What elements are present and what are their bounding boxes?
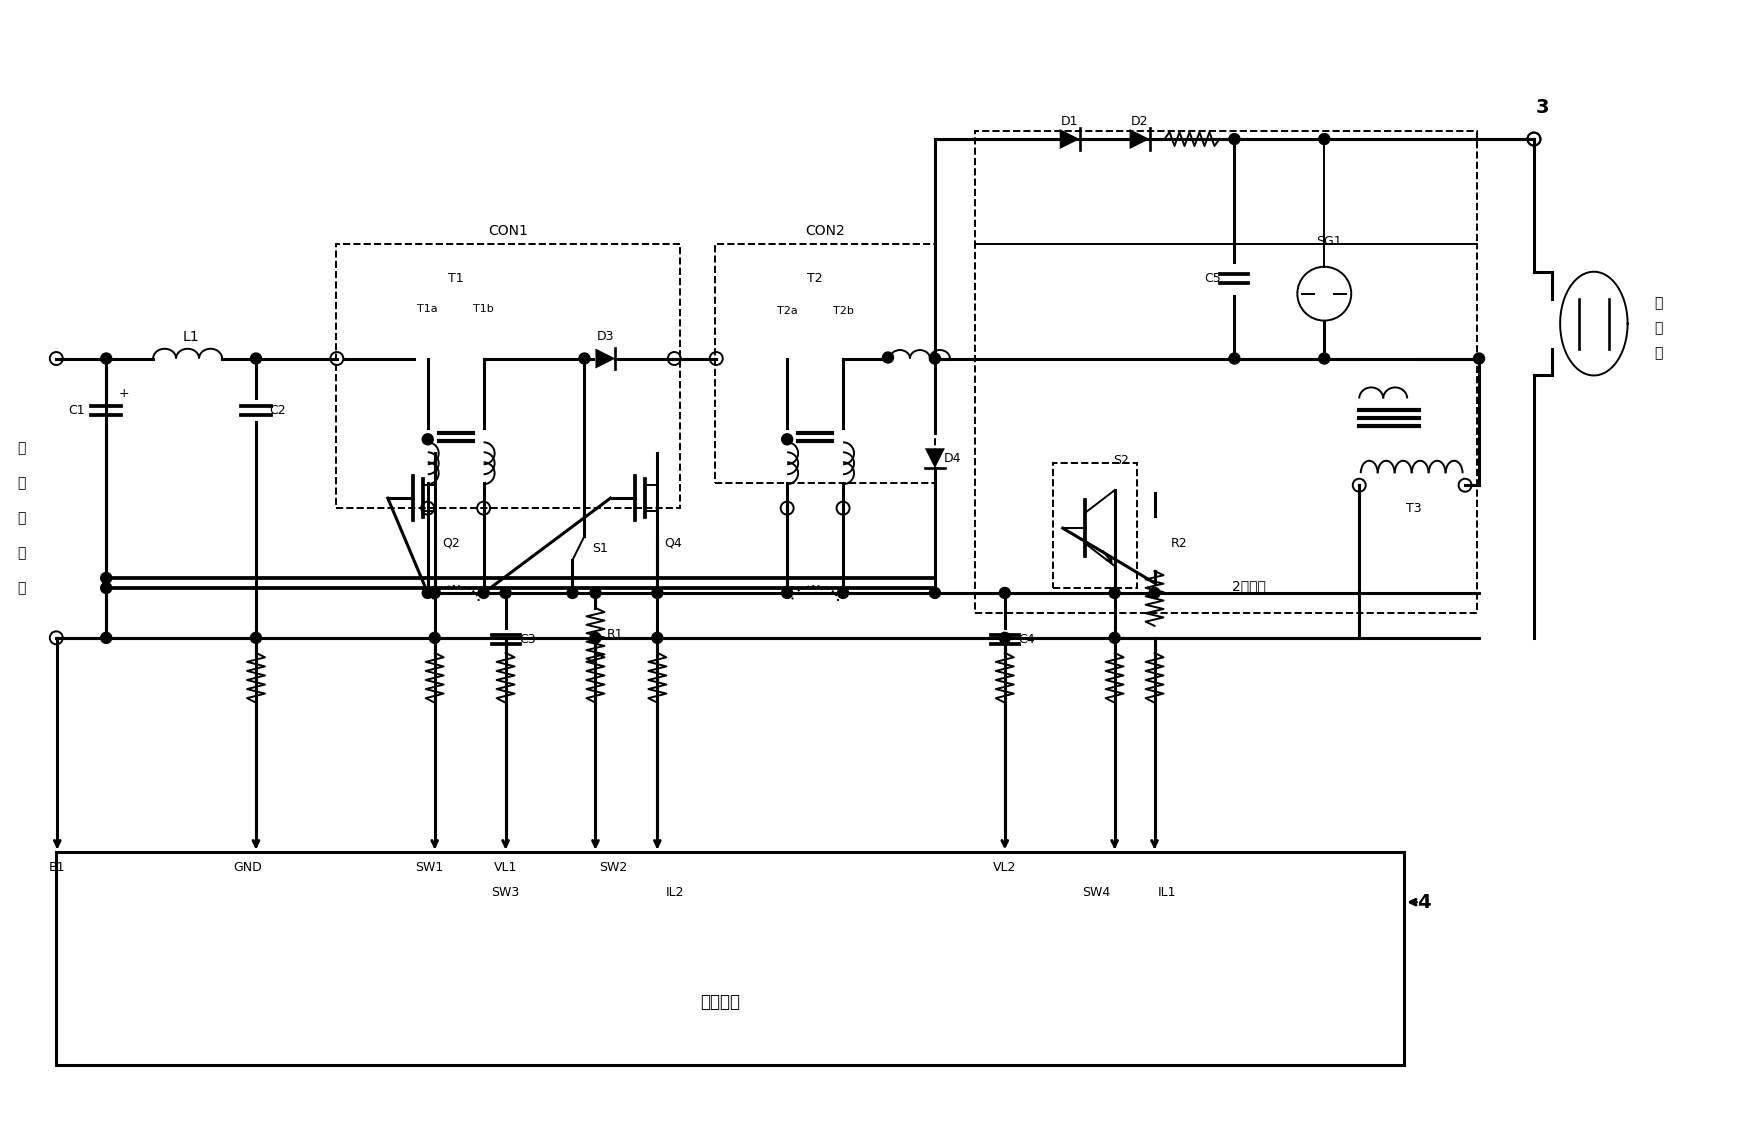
Text: T1a: T1a	[416, 304, 437, 314]
Text: SG1: SG1	[1316, 236, 1341, 248]
Circle shape	[1228, 133, 1239, 145]
Polygon shape	[924, 448, 944, 468]
Circle shape	[499, 587, 511, 599]
Text: D1: D1	[1059, 115, 1077, 127]
Circle shape	[1109, 587, 1119, 599]
Text: D4: D4	[944, 452, 961, 464]
Text: R2: R2	[1170, 536, 1188, 550]
Circle shape	[590, 633, 601, 643]
Text: 连: 连	[18, 546, 26, 560]
Text: B1: B1	[49, 860, 65, 874]
Circle shape	[578, 353, 590, 364]
Circle shape	[1318, 133, 1328, 145]
Circle shape	[100, 572, 112, 584]
Bar	[336, 244, 680, 509]
Circle shape	[100, 633, 112, 643]
Text: CON1: CON1	[488, 224, 527, 238]
Text: IL2: IL2	[666, 885, 683, 899]
Circle shape	[590, 587, 601, 599]
Text: C4: C4	[1017, 634, 1035, 646]
Text: 4: 4	[1416, 892, 1430, 912]
Bar	[56, 852, 1404, 1065]
Circle shape	[249, 633, 262, 643]
Circle shape	[1228, 353, 1239, 364]
Text: GND: GND	[234, 860, 262, 874]
Circle shape	[929, 353, 940, 364]
Circle shape	[100, 583, 112, 593]
Text: IL1: IL1	[1156, 885, 1175, 899]
Text: 与: 与	[18, 442, 26, 455]
Circle shape	[478, 587, 488, 599]
Text: SW1: SW1	[415, 860, 443, 874]
Text: T1: T1	[448, 272, 464, 286]
Text: L1: L1	[183, 330, 199, 344]
Polygon shape	[1130, 129, 1149, 149]
Circle shape	[836, 587, 849, 599]
Circle shape	[422, 587, 432, 599]
Bar	[975, 131, 1476, 244]
Bar	[1052, 463, 1137, 588]
Text: 3: 3	[1534, 98, 1548, 116]
Text: 2起动器: 2起动器	[1232, 579, 1265, 593]
Text: T2b: T2b	[833, 306, 852, 315]
Text: 放: 放	[1653, 297, 1662, 311]
Text: SW3: SW3	[492, 885, 520, 899]
Circle shape	[1318, 353, 1328, 364]
Text: VL2: VL2	[993, 860, 1016, 874]
Circle shape	[568, 587, 578, 599]
Text: T1b: T1b	[473, 304, 494, 314]
Circle shape	[782, 587, 792, 599]
Text: 接: 接	[18, 582, 26, 595]
Polygon shape	[596, 348, 615, 369]
Text: 池: 池	[18, 511, 26, 525]
Circle shape	[882, 352, 893, 363]
Text: D3: D3	[596, 330, 613, 343]
Text: 控制电路: 控制电路	[699, 993, 740, 1011]
Circle shape	[929, 587, 940, 599]
Text: R1: R1	[606, 628, 624, 642]
Bar	[715, 244, 935, 484]
Text: Q4: Q4	[664, 536, 682, 550]
Text: T3: T3	[1406, 502, 1421, 514]
Circle shape	[429, 587, 439, 599]
Text: C5: C5	[1204, 272, 1219, 286]
Circle shape	[100, 353, 112, 364]
Text: 电: 电	[1653, 322, 1662, 336]
Text: 电: 电	[18, 476, 26, 490]
Circle shape	[422, 434, 432, 445]
Circle shape	[249, 353, 262, 364]
Text: D2: D2	[1130, 115, 1147, 127]
Circle shape	[429, 633, 439, 643]
Text: SW2: SW2	[599, 860, 627, 874]
Text: SW4: SW4	[1082, 885, 1110, 899]
Text: CON2: CON2	[805, 224, 845, 238]
Text: C1: C1	[69, 404, 84, 417]
Circle shape	[1472, 353, 1483, 364]
Text: T2a: T2a	[777, 306, 798, 315]
Circle shape	[998, 587, 1010, 599]
Circle shape	[652, 587, 662, 599]
Circle shape	[1109, 633, 1119, 643]
Text: S1: S1	[592, 542, 608, 554]
Text: C3: C3	[518, 634, 536, 646]
Bar	[975, 244, 1476, 613]
Text: T2: T2	[806, 272, 822, 286]
Circle shape	[998, 633, 1010, 643]
Text: +: +	[119, 387, 130, 399]
Text: VL1: VL1	[494, 860, 517, 874]
Circle shape	[782, 434, 792, 445]
Polygon shape	[1059, 129, 1079, 149]
Circle shape	[652, 633, 662, 643]
Text: C2: C2	[269, 404, 286, 417]
Circle shape	[1149, 587, 1160, 599]
Text: 灯: 灯	[1653, 347, 1662, 361]
Text: Q2: Q2	[441, 536, 459, 550]
Text: S2: S2	[1112, 454, 1128, 467]
